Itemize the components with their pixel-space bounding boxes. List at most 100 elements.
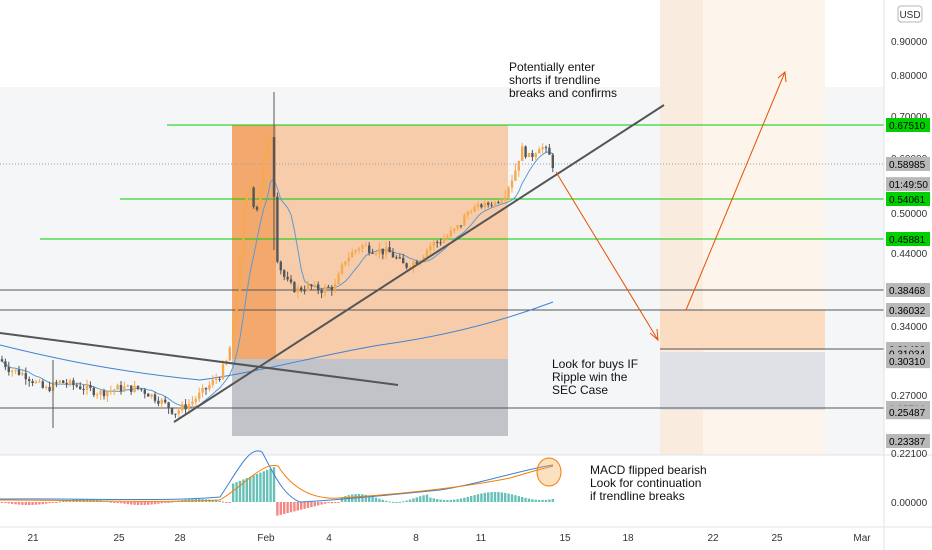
macd-histogram-bar [279, 502, 282, 515]
drawings [0, 70, 787, 423]
macd-histogram-bar [490, 492, 493, 502]
candle-body [306, 284, 310, 291]
macd-histogram-bar [38, 502, 41, 505]
candle-body [228, 347, 231, 361]
macd-histogram-bar [415, 497, 418, 502]
price-label-text: 0.36032 [889, 306, 926, 317]
macd-histogram-bar [422, 495, 425, 502]
macd-histogram-bar [160, 502, 163, 504]
annotation-shorts: Potentially enter shorts if trendline br… [509, 61, 617, 100]
macd-histogram-bar [323, 502, 327, 504]
macd-histogram-bar [272, 467, 276, 502]
candle-body [320, 290, 323, 293]
ma-long-line [0, 301, 554, 381]
y-tick-label: 0.44000 [891, 249, 928, 260]
candle-body [459, 225, 463, 227]
candle-body [490, 204, 493, 206]
candle-body [113, 389, 116, 391]
candle-body [160, 399, 163, 404]
candle-body [106, 391, 109, 397]
candle-body [429, 245, 432, 251]
candle-body [164, 399, 167, 403]
candle-body [497, 202, 500, 204]
candle-body [504, 197, 507, 201]
macd-histogram-bar [17, 502, 21, 505]
macd-histogram-bar [487, 492, 490, 502]
candle-body [21, 373, 24, 375]
candle-body [174, 413, 177, 415]
candle-body [62, 380, 65, 383]
macd-histogram-bar [215, 500, 218, 502]
macd-histogram-bar [405, 500, 408, 502]
candle-body [167, 402, 170, 408]
candle-body [17, 369, 21, 375]
price-label-text: 0.54061 [889, 195, 926, 206]
macd-histogram-bar [211, 499, 214, 502]
candle-body [187, 404, 191, 410]
price-label-box [886, 192, 930, 206]
macd-histogram-bar [402, 501, 405, 503]
candle-body [453, 228, 456, 231]
macd-histogram-bar [364, 494, 367, 502]
macd-pane [0, 450, 932, 516]
currency-label: USD [899, 10, 920, 21]
macd-histogram-bar [313, 502, 316, 507]
macd-histogram-bar [34, 502, 38, 505]
macd-histogram-bar [123, 502, 126, 504]
candle-body [548, 147, 551, 155]
macd-histogram-bar [374, 497, 378, 502]
macd-histogram-bar [334, 502, 337, 503]
price-label-box [886, 354, 930, 369]
candle-body [483, 202, 486, 208]
macd-histogram-bar [463, 497, 466, 502]
macd-histogram-bar [551, 498, 554, 502]
down-arrow-head [649, 328, 659, 342]
macd-histogram-bar [4, 502, 7, 503]
candle-body [470, 211, 473, 213]
candle-body [215, 378, 218, 380]
y-tick-label: 0.50000 [891, 209, 928, 220]
macd-histogram-bar [391, 501, 395, 503]
annotation-shorts-line-1: Potentially enter [509, 60, 596, 74]
candle-body [133, 385, 136, 392]
macd-histogram-bar [45, 502, 48, 504]
macd-histogram-bar [249, 476, 252, 502]
currency-badge [897, 5, 923, 23]
macd-histogram-bar [21, 502, 24, 505]
macd-histogram-bar [476, 494, 480, 502]
candle-body [157, 400, 160, 404]
candle-body [323, 286, 327, 293]
candle-body [55, 382, 58, 384]
future-stop-zone [660, 352, 825, 410]
candle-body [0, 359, 4, 362]
annotation-shorts-line-3: breaks and confirms [509, 86, 618, 100]
candle-body [140, 388, 143, 390]
x-tick-label: 18 [622, 533, 634, 544]
rising-trendline [173, 104, 665, 423]
candle-body [126, 385, 129, 387]
candle-body [415, 261, 418, 264]
macd-histogram-bar [368, 495, 371, 502]
macd-histogram-bar [419, 496, 422, 502]
candle-body [259, 188, 262, 210]
candle-body [232, 319, 235, 348]
macd-histogram-bar [453, 499, 456, 502]
candle-body [68, 380, 72, 385]
macd-histogram-bar [140, 502, 143, 505]
candle-body [538, 149, 541, 154]
macd-histogram-bar [517, 496, 520, 502]
candle-body [293, 282, 296, 293]
candle-body [446, 236, 449, 240]
price-label-box [886, 405, 930, 420]
candle-body [371, 252, 374, 254]
macd-histogram-bar [385, 500, 388, 502]
macd-histogram-bar [541, 499, 544, 502]
macd-histogram-bar [483, 492, 486, 502]
macd-histogram-bar [235, 482, 238, 502]
up-arrow-head [777, 70, 787, 83]
candle-body [374, 253, 378, 255]
y-tick-label: 0.34000 [891, 322, 928, 333]
macd-histogram-bar [378, 498, 381, 502]
candle-body [456, 225, 459, 229]
